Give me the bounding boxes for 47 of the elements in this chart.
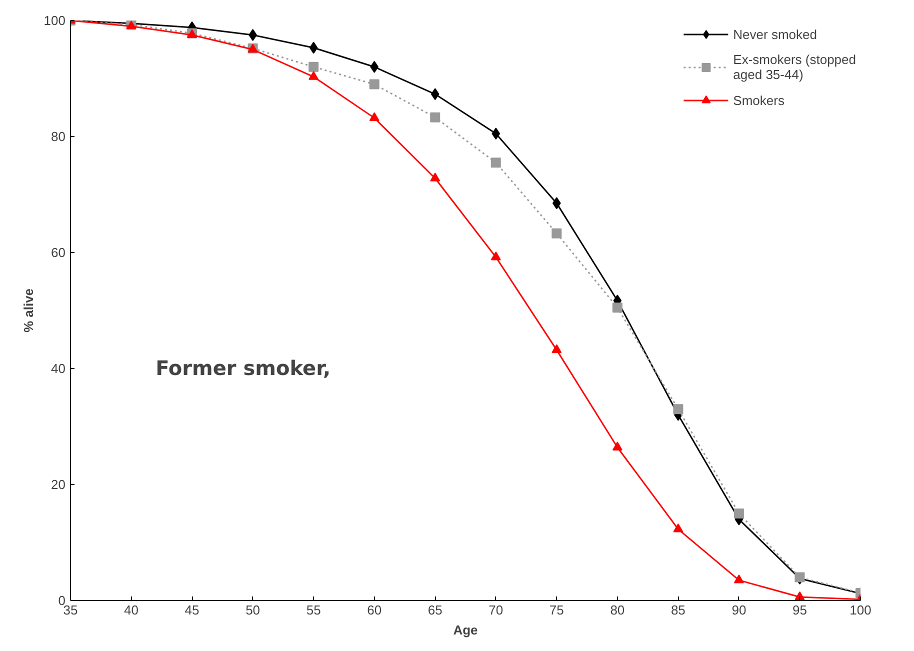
x-tick-label: 40 (124, 602, 139, 618)
annotation: Former smoker, (156, 356, 331, 380)
x-tick-label: 55 (306, 602, 321, 618)
point (369, 112, 380, 122)
x-tick-label: 75 (549, 602, 564, 618)
x-tick-label: 90 (732, 602, 746, 618)
legend-label: Smokers (733, 92, 784, 108)
point (673, 523, 684, 532)
point (248, 29, 257, 41)
y-tick-label: 40 (51, 361, 66, 376)
x-tick-label: 70 (488, 602, 504, 618)
y-tick-label: 80 (51, 129, 66, 144)
point (309, 42, 318, 54)
x-axis-title: Age (453, 622, 478, 638)
point (673, 404, 684, 414)
point (734, 508, 744, 518)
point (552, 344, 562, 354)
y-axis-title: % alive (20, 288, 36, 333)
legend-label: Ex-smokers (stopped aged 35-44) (733, 52, 856, 82)
point (490, 251, 501, 260)
point (430, 112, 440, 122)
x-tick-label: 65 (428, 602, 442, 618)
x-tick-label: 100 (850, 602, 872, 618)
point (552, 197, 561, 210)
point (370, 60, 379, 73)
point (308, 71, 319, 80)
x-tick-label: 45 (184, 602, 200, 618)
point (612, 442, 622, 450)
y-tick-label: 60 (51, 245, 66, 260)
x-tick-label: 85 (670, 602, 686, 618)
point (492, 128, 500, 140)
point (794, 591, 805, 600)
y-tick-label: 100 (44, 13, 66, 28)
x-tick-label: 60 (367, 602, 382, 618)
x-tick-label: 50 (246, 602, 260, 618)
point (612, 302, 622, 313)
point (490, 158, 501, 168)
point (552, 228, 562, 238)
point (430, 88, 440, 100)
x-tick-label: 95 (792, 602, 807, 618)
point (369, 79, 380, 90)
point (430, 172, 440, 182)
x-tick-label: 80 (610, 602, 625, 618)
legend-label: Never smoked (733, 26, 817, 42)
point (734, 574, 744, 584)
y-tick-label: 20 (51, 477, 66, 492)
point (308, 62, 319, 72)
